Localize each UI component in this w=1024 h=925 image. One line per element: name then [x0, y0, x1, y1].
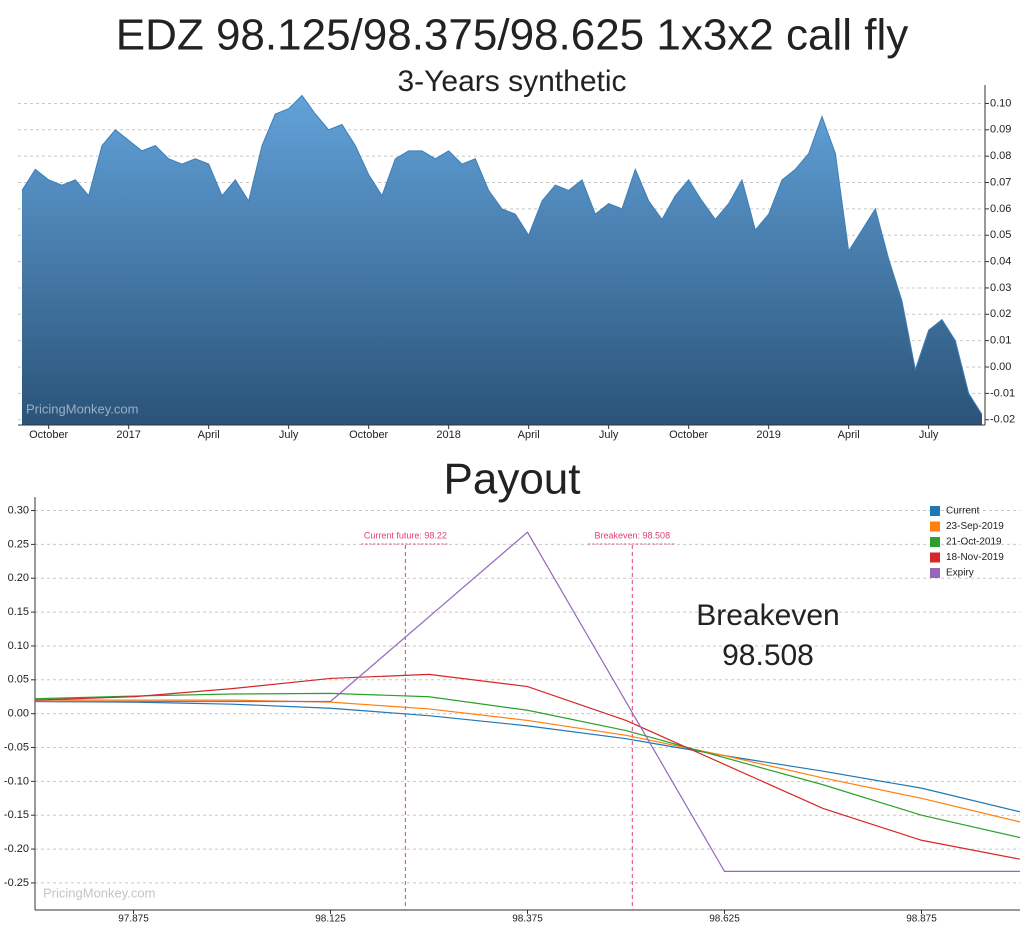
y-tick-label: 0.03 [990, 282, 1011, 294]
y-tick-label: 0.10 [8, 640, 29, 652]
y-tick-label: -0.02 [990, 414, 1015, 426]
series-line [34, 692, 1021, 839]
y-tick-label: 0.05 [990, 229, 1011, 241]
y-tick-label: 0.08 [990, 150, 1011, 162]
note-text: 98.508 [722, 639, 814, 672]
x-tick-label: 98.375 [512, 914, 543, 925]
series-line [35, 531, 1020, 873]
chart-title: EDZ 98.125/98.375/98.625 1x3x2 call fly [116, 11, 909, 60]
y-tick-label: 0.05 [8, 674, 29, 686]
chart-title: Payout [444, 455, 581, 504]
x-tick-label: 98.625 [709, 914, 740, 925]
series-line [35, 699, 1021, 823]
y-tick-label: 0.25 [8, 538, 29, 550]
chart-subtitle: 3-Years synthetic [397, 65, 626, 98]
y-tick-label: 0.15 [8, 606, 29, 618]
legend-swatch [930, 506, 940, 516]
legend-label: 23-Sep-2019 [946, 521, 1004, 532]
legend-swatch [930, 521, 940, 532]
x-tick-label: April [518, 429, 540, 441]
x-tick-label: October [29, 429, 68, 441]
legend-label: 21-Oct-2019 [946, 537, 1002, 548]
x-tick-label: 98.125 [315, 914, 346, 925]
y-tick-label: -0.20 [4, 843, 29, 855]
note-text: Breakeven [696, 599, 839, 632]
annotation-label: Breakeven: 98.508 [595, 530, 671, 540]
x-tick-label: 2017 [116, 429, 140, 441]
y-tick-label: -0.01 [990, 387, 1015, 399]
x-tick-label: 98.875 [906, 914, 937, 925]
x-tick-label: October [669, 429, 708, 441]
annotation-label: Current future: 98.22 [364, 530, 447, 540]
y-tick-label: 0.06 [990, 203, 1011, 215]
y-tick-label: -0.10 [4, 775, 29, 787]
y-tick-label: -0.25 [4, 877, 29, 889]
series-line [34, 673, 1021, 860]
y-tick-label: 0.01 [990, 335, 1011, 347]
legend-label: Expiry [946, 568, 974, 579]
watermark: PricingMonkey.com [43, 885, 155, 900]
x-tick-label: 2019 [756, 429, 780, 441]
x-tick-label: October [349, 429, 388, 441]
y-tick-label: -0.05 [4, 741, 29, 753]
y-tick-label: 0.02 [990, 308, 1011, 320]
x-tick-label: April [838, 429, 860, 441]
legend-label: Current [946, 506, 980, 517]
legend-swatch [930, 537, 940, 547]
y-tick-label: 0.07 [990, 176, 1011, 188]
y-tick-label: 0.00 [8, 708, 29, 720]
y-tick-label: 0.09 [990, 124, 1011, 136]
x-tick-label: July [599, 429, 619, 441]
watermark: PricingMonkey.com [26, 401, 138, 416]
y-tick-label: 0.00 [990, 361, 1011, 373]
series-line [34, 700, 1021, 813]
x-tick-label: April [198, 429, 220, 441]
legend-swatch [930, 568, 940, 578]
x-tick-label: July [919, 429, 939, 441]
area [22, 95, 982, 425]
x-tick-label: 2018 [436, 429, 460, 441]
x-tick-label: July [279, 429, 299, 441]
y-tick-label: 0.04 [990, 255, 1011, 267]
legend-label: 18-Nov-2019 [946, 552, 1004, 563]
y-tick-label: -0.15 [4, 809, 29, 821]
y-tick-label: 0.10 [990, 97, 1011, 109]
y-tick-label: 0.30 [8, 504, 29, 516]
area-line [21, 94, 983, 415]
y-tick-label: 0.20 [8, 572, 29, 584]
x-tick-label: 97.875 [118, 914, 149, 925]
legend-swatch [930, 552, 940, 563]
